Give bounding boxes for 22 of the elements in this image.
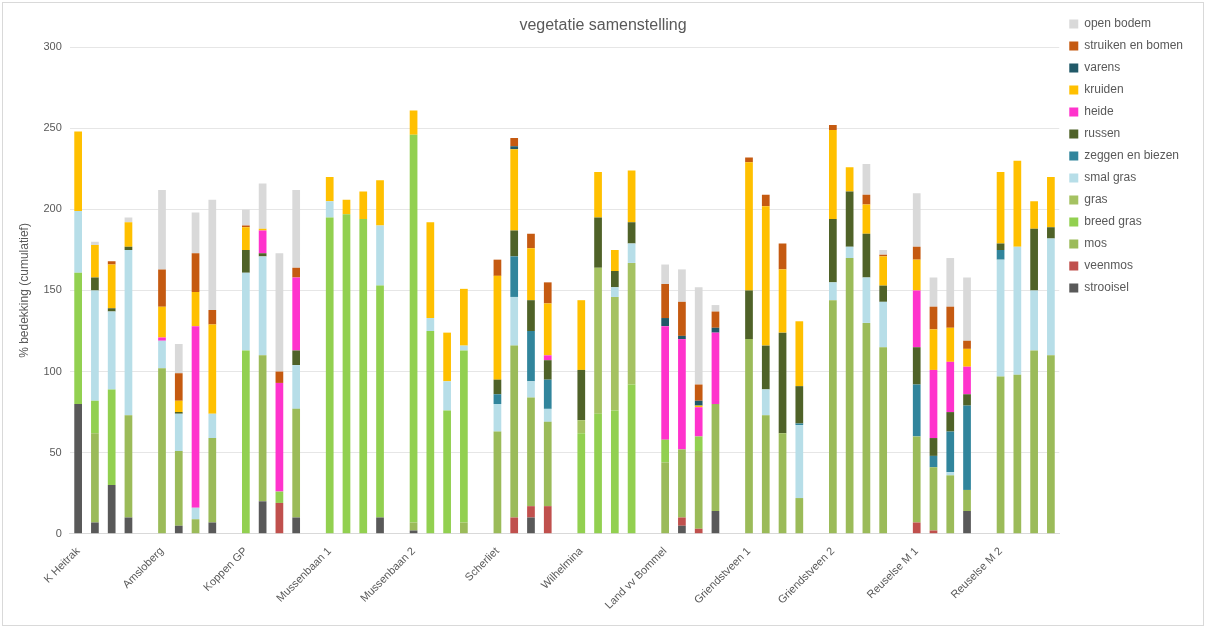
legend-label: varens [1084,60,1121,75]
legend-label: breed gras [1084,214,1142,229]
y-tick-label: 50 [49,445,62,458]
chart-title: vegetatie samenstelling [519,16,687,34]
legend-label: strooisel [1084,280,1129,295]
legend-label: kruiden [1084,82,1124,97]
legend-label: struiken en bomen [1084,38,1184,53]
legend-label: zeggen en biezen [1084,148,1180,163]
y-tick-label: 200 [43,202,62,215]
legend-label: veenmos [1084,258,1133,273]
y-tick-label: 150 [43,283,62,296]
y-tick-label: 300 [43,40,62,53]
y-tick-label: 0 [55,526,62,539]
y-tick-label: 250 [43,121,62,134]
legend-label: mos [1084,236,1107,251]
legend-label: gras [1084,192,1108,207]
legend-label: russen [1084,126,1121,141]
legend-label: open bodem [1084,16,1152,31]
y-axis-title: % bedekking (cumulatief) [16,223,31,358]
legend-label: heide [1084,104,1114,119]
y-tick-label: 100 [43,364,62,377]
legend-label: smal gras [1084,170,1137,185]
